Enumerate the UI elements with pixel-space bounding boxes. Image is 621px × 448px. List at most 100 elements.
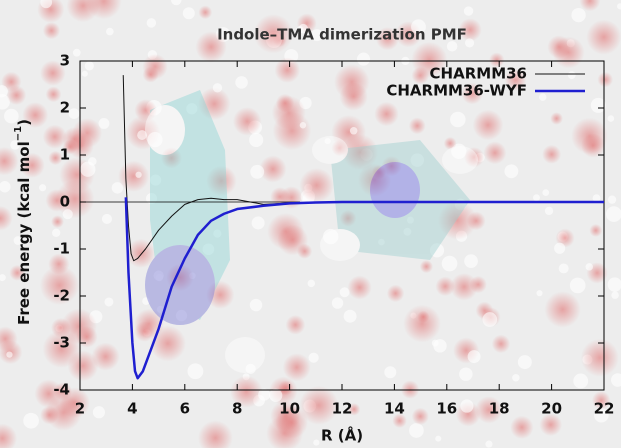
texture-dot [299,122,307,129]
x-tick-label: 18 [489,400,510,418]
texture-dot [611,373,621,387]
texture-blob [198,87,231,121]
y-tick-label: 0 [60,193,70,211]
texture-dot [104,297,114,307]
texture-dot [463,6,474,16]
texture-blob [544,291,581,328]
texture-dot [590,97,606,113]
texture-blob [280,186,303,209]
texture-blob [40,60,66,86]
texture-dot [558,263,569,274]
texture-dot [145,193,158,205]
y-tick-label: -4 [53,381,70,399]
texture-dot [403,227,412,236]
texture-blob [411,407,429,425]
texture-blob [464,147,485,168]
x-tick-label: 2 [75,400,85,418]
texture-blob [386,284,405,303]
y-tick-label: 2 [60,99,70,117]
texture-blob [134,99,157,122]
texture-dot [409,423,424,438]
texture-blob [374,101,399,127]
texture-dot [536,290,543,297]
texture-dot [460,399,474,413]
texture-blob [285,315,306,335]
texture-dot [23,412,39,429]
y-axis-label-sup: −1 [13,126,24,141]
texture-dot [212,83,223,93]
texture-dot [410,153,425,167]
x-tick-label: 14 [384,400,405,418]
texture-dot [517,355,532,370]
texture-dot [84,61,94,71]
texture-dot [450,111,466,128]
texture-dot [464,38,475,48]
texture-dot [567,71,576,80]
texture-blob [195,31,227,63]
texture-blob [592,391,611,410]
texture-dot [343,309,357,323]
x-tick-label: 6 [180,400,190,418]
texture-dot [101,213,113,225]
y-tick-label: -2 [53,287,70,305]
texture-dot [175,309,188,322]
texture-blob [45,86,62,103]
x-tick-label: 16 [436,400,457,418]
texture-dot [441,255,458,272]
texture-blob [230,375,263,408]
texture-blob [392,413,407,428]
texture-dot [573,373,589,389]
texture-dot [605,206,621,222]
texture-blob [299,385,339,425]
legend-label: CHARMM36 [430,65,527,83]
texture-blob [580,338,619,377]
texture-dot [10,140,20,150]
texture-dot [92,406,106,419]
texture-dot [592,194,601,202]
texture-dot [429,243,445,258]
x-tick-label: 10 [279,400,300,418]
texture-dot [235,76,248,89]
texture-blob [579,0,601,12]
texture-dot [323,228,339,245]
texture-dot [245,363,256,375]
x-tick-label: 8 [232,400,242,418]
texture-dot [251,216,265,230]
texture-dot [258,388,271,401]
texture-dot [617,3,621,10]
texture-blob [475,396,503,424]
texture-dot [6,351,13,358]
texture-dot [137,130,148,140]
texture-blob [419,259,434,274]
y-tick-label: 1 [60,146,70,164]
texture-dot [585,263,593,271]
y-axis-label-main: Free energy (kcal mol [15,141,33,325]
texture-blob [443,136,457,150]
texture-dot [542,189,550,196]
texture-dot [307,279,316,288]
texture-dot [98,118,110,129]
texture-blob [198,5,213,20]
y-axis-label-tail: ) [15,119,33,126]
texture-dot [147,131,163,148]
texture-dot [504,164,519,179]
texture-dot [313,439,320,446]
texture-blob [272,111,312,151]
texture-blob [491,334,511,354]
texture-dot [512,374,520,382]
texture-dot [81,70,88,77]
texture-blob [39,265,80,306]
texture-blob [118,160,150,192]
texture-blob [381,155,402,177]
texture-dot [435,435,442,442]
texture-blob [91,342,120,371]
texture-blob [435,276,455,297]
chart-title: Indole–TMA dimerization PMF [217,26,467,44]
x-tick-label: 22 [594,400,615,418]
texture-dot [150,174,162,186]
legend-label: CHARMM36-WYF [386,82,527,100]
texture-blob [19,152,45,178]
texture-dot [88,157,97,166]
texture-dot [186,103,198,115]
